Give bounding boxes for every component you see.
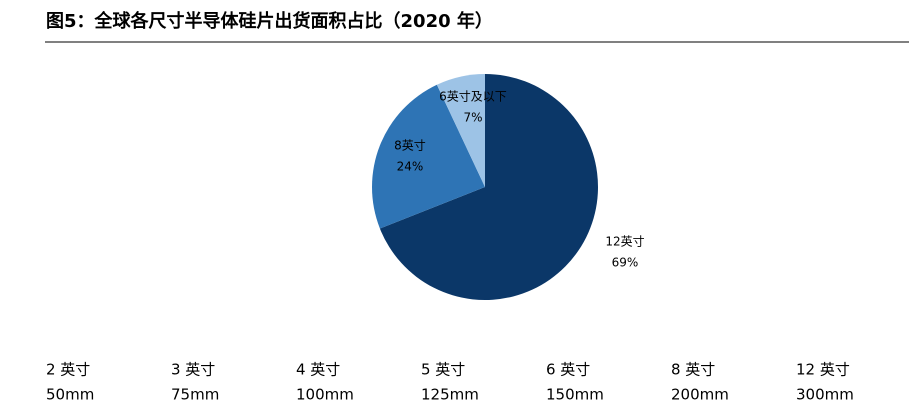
slice-label: 6英寸及以下 (439, 90, 507, 104)
diameter-label: 100mm (296, 386, 354, 404)
size-table: 2 英寸 50mm 3 英寸 75mm 4 英寸 100mm 5 英寸 125mm 6 英寸 15… (46, 361, 854, 404)
diameter-label: 200mm (671, 386, 729, 404)
size-label: 4 英寸 (296, 361, 340, 379)
size-label: 2 英寸 (46, 361, 90, 379)
slice-value-label: 69% (612, 256, 639, 270)
diameter-label: 125mm (421, 386, 479, 404)
diameter-label: 75mm (171, 386, 219, 404)
pie: 12英寸 69% 8英寸 24% 6英寸及以下 7% (372, 74, 645, 300)
slice-value-label: 24% (397, 160, 424, 174)
slice-label: 8英寸 (394, 139, 426, 153)
pie-slice (379, 74, 598, 300)
slice-value-label: 7% (463, 111, 482, 125)
pie-slice (372, 84, 485, 229)
pie-slice (436, 74, 485, 187)
size-label: 6 英寸 (546, 361, 590, 379)
diameter-label: 300mm (796, 386, 854, 404)
size-label: 12 英寸 (796, 361, 850, 379)
size-label: 5 英寸 (421, 361, 465, 379)
slice-label: 12英寸 (605, 235, 644, 249)
diameter-label: 50mm (46, 386, 94, 404)
chart-title: 图5：全球各尺寸半导体硅片出货面积占比（2020 年） (46, 10, 493, 32)
size-label: 8 英寸 (671, 361, 715, 379)
diameter-label: 150mm (546, 386, 604, 404)
size-label: 3 英寸 (171, 361, 215, 379)
